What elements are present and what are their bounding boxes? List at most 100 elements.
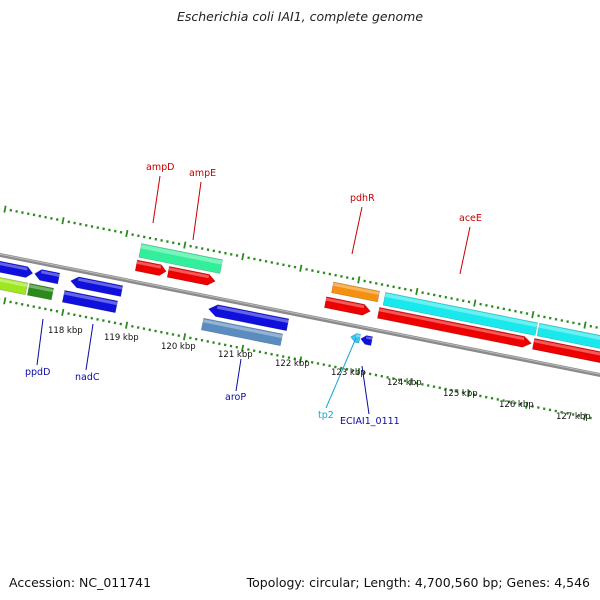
aceE-gene-arrow	[377, 307, 532, 348]
kbp-label-127: 127 kbp	[556, 412, 591, 422]
inner-major-tick	[3, 297, 7, 305]
inner-major-tick	[525, 401, 529, 409]
gene-label-ampD: ampD	[146, 162, 174, 173]
kbp-label-120: 120 kbp	[161, 342, 196, 352]
inner-major-tick	[467, 390, 471, 398]
gene-label-aroP: aroP	[225, 392, 246, 403]
ampD-ampE-cds-bar	[138, 243, 223, 274]
aroP-cds-bar	[200, 317, 284, 347]
outer-major-tick	[415, 287, 419, 296]
gene-label-aceE: aceE	[459, 213, 482, 224]
outer-major-tick	[531, 311, 535, 319]
inner-major-tick	[240, 344, 245, 352]
left-gene-arrow-1	[0, 260, 34, 278]
gene-label-pdhR: pdhR	[350, 193, 375, 204]
ECIAI1_0111-leader-line	[361, 365, 370, 415]
inner-tick-marks	[0, 297, 592, 421]
outer-major-tick	[299, 264, 303, 272]
outer-major-tick	[473, 299, 477, 307]
outer-major-tick	[183, 241, 187, 249]
ppdD-green-bar-highlight	[0, 278, 28, 288]
left-gene-arrow-2	[34, 269, 61, 285]
aroP-leader-line	[235, 358, 242, 392]
ampD-leader-line	[152, 175, 161, 224]
ppdD-green-bar-2-highlight	[28, 284, 54, 293]
nadC-cds-bar	[61, 290, 119, 314]
outer-major-tick	[241, 253, 245, 261]
pdhR-leader-line	[351, 206, 363, 255]
ppdD-green-bar-2	[26, 283, 55, 301]
outer-major-tick	[125, 229, 129, 238]
inner-major-tick	[124, 321, 129, 329]
ppdD-leader-line	[36, 318, 44, 366]
ampE-leader-line	[192, 181, 202, 241]
aceE-2-gene-arrow-highlight	[533, 339, 600, 356]
accession-text: Accession: NC_011741	[9, 575, 152, 590]
kbp-label-121: 121 kbp	[218, 350, 253, 360]
kbp-label-118: 118 kbp	[48, 326, 83, 336]
nadC-leader-line	[85, 323, 94, 371]
pdhR-cds-bar-highlight	[332, 282, 380, 295]
gene-labels: ampD ampE pdhR aceE ppdD nadC aroP tp2 ECIAI1_01…	[25, 162, 482, 427]
kbp-label-119: 119 kbp	[104, 333, 139, 343]
genome-backbone	[0, 252, 600, 378]
inner-major-tick	[298, 356, 303, 364]
inner-major-tick	[583, 413, 587, 421]
kbp-label-125: 125 kbp	[443, 389, 478, 399]
outer-major-tick	[61, 217, 65, 225]
label-leader-lines	[36, 175, 471, 415]
aceE-2-cds-bar	[536, 322, 600, 349]
outer-major-tick	[583, 321, 587, 329]
inner-major-tick	[409, 378, 413, 386]
ampD-ampE-cds-bar-highlight	[140, 244, 223, 265]
kbp-label-122: 122 kbp	[275, 359, 310, 369]
aroP-cds-bar-highlight	[202, 319, 283, 339]
genome-title: Escherichia coli IAI1, complete genome	[176, 9, 424, 24]
gene-label-nadC: nadC	[75, 372, 100, 383]
pdhR-cds-bar	[331, 281, 380, 303]
aceE-cds-bar	[382, 292, 538, 336]
kbp-label-124: 124 kbp	[387, 378, 422, 388]
outer-major-tick	[357, 276, 361, 284]
topology-text: Topology: circular; Length: 4,700,560 bp…	[246, 575, 590, 590]
aceE-leader-line	[459, 226, 471, 275]
nadC-cds-bar-highlight	[63, 291, 118, 306]
gene-label-tp2: tp2	[318, 410, 334, 421]
aroP-gene-arrow-highlight	[217, 305, 289, 323]
inner-major-tick	[356, 367, 361, 376]
inner-major-tick	[61, 308, 65, 317]
aroP-gene-arrow	[208, 304, 290, 332]
pdhR-gene-arrow	[324, 296, 371, 316]
tp2-gene-arrow-highlight	[356, 334, 361, 338]
inner-major-tick	[182, 333, 187, 341]
left-gene-arrow-1-highlight	[0, 262, 28, 271]
left-gene-arrow-2-highlight	[41, 270, 60, 277]
ppdD-green-bar	[0, 277, 29, 296]
ampE-gene-arrow	[166, 266, 216, 286]
kbp-tick-labels: 118 kbp 119 kbp 120 kbp 121 kbp 122 kbp 123 k…	[48, 326, 591, 422]
feature-tracks	[0, 243, 600, 364]
nadC-gene-arrow	[70, 276, 124, 297]
aceE-2-cds-bar-highlight	[538, 324, 600, 340]
ECIAI1_0111-gene-arrow-highlight	[366, 336, 373, 340]
ampD-gene-arrow-highlight	[136, 261, 162, 269]
ampE-gene-arrow-highlight	[168, 267, 210, 279]
genome-backbone-highlight	[0, 253, 600, 375]
nadC-gene-arrow-highlight	[78, 277, 123, 290]
outer-major-tick	[3, 205, 7, 213]
pdhR-gene-arrow-highlight	[325, 297, 365, 309]
ampD-gene-arrow	[134, 259, 167, 276]
outer-tick-marks	[3, 205, 598, 329]
gene-label-ECIAI1_0111: ECIAI1_0111	[340, 416, 400, 427]
kbp-label-123: 123 kbp	[331, 368, 366, 378]
kbp-label-126: 126 kbp	[499, 400, 534, 410]
gene-label-ampE: ampE	[189, 168, 216, 179]
ECIAI1_0111-gene-arrow	[360, 335, 373, 346]
gene-label-ppdD: ppdD	[25, 367, 50, 378]
tp2-leader-line	[325, 337, 357, 409]
genome-backbone-layer	[0, 252, 600, 378]
aceE-gene-arrow-highlight	[378, 308, 525, 341]
aceE-cds-bar-highlight	[384, 293, 538, 328]
aceE-2-gene-arrow	[532, 338, 600, 364]
